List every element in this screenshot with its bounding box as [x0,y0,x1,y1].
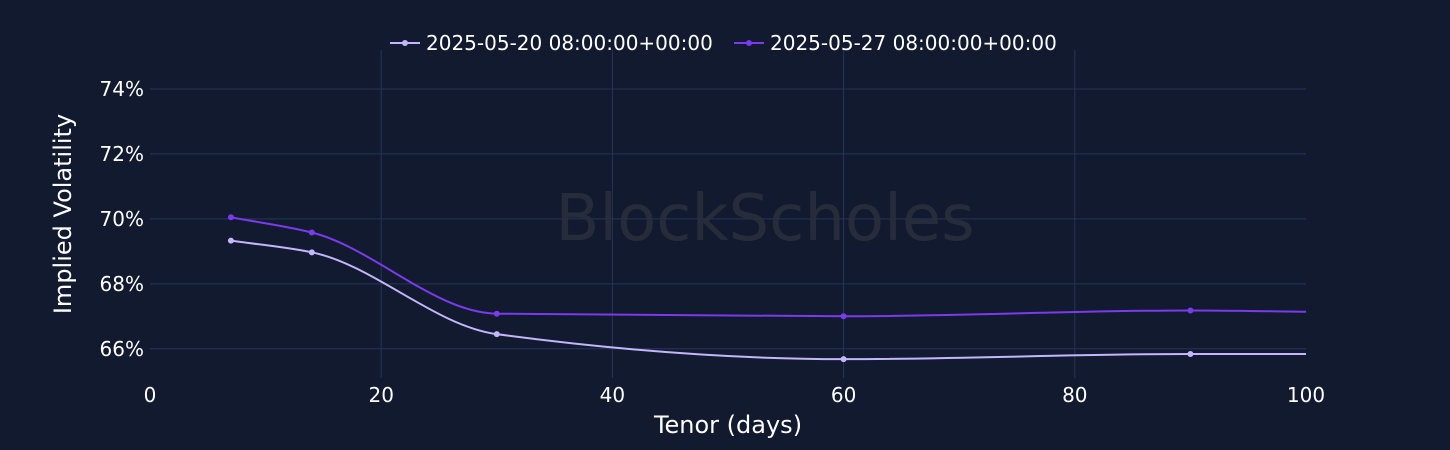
legend[interactable]: 2025-05-20 08:00:00+00:00 2025-05-27 08:0… [390,31,1057,55]
series-2 [227,214,1307,320]
x-tick-label: 0 [144,383,157,407]
x-tick-label: 100 [1287,383,1325,407]
y-tick-label: 70% [100,207,144,231]
y-tick-label: 66% [100,337,144,361]
data-point[interactable] [1187,307,1194,314]
data-point[interactable] [308,229,315,236]
data-point[interactable] [308,249,315,256]
x-axis-title: Tenor (days) [653,411,802,439]
legend-label: 2025-05-27 08:00:00+00:00 [770,31,1057,55]
legend-marker [402,40,408,46]
watermark: BlockScholes [555,182,974,256]
legend-label: 2025-05-20 08:00:00+00:00 [426,31,713,55]
x-tick-label: 20 [368,383,393,407]
data-point[interactable] [227,237,234,244]
y-axis-title: Implied Volatility [49,114,77,314]
y-tick-label: 74% [100,77,144,101]
x-tick-label: 40 [600,383,625,407]
x-tick-label: 80 [1062,383,1087,407]
series-layer [227,214,1307,363]
y-tick-label: 72% [100,142,144,166]
legend-item[interactable]: 2025-05-20 08:00:00+00:00 [390,31,713,55]
legend-marker [746,40,752,46]
y-tick-label: 68% [100,272,144,296]
data-point[interactable] [1187,350,1194,357]
data-point[interactable] [227,214,234,221]
data-point[interactable] [840,313,847,320]
legend-item[interactable]: 2025-05-27 08:00:00+00:00 [734,31,1057,55]
x-axis-ticks: 0 20 40 60 80 100 [144,383,1325,407]
x-tick-label: 60 [831,383,856,407]
data-point[interactable] [840,356,847,363]
data-point[interactable] [493,331,500,338]
data-point[interactable] [493,310,500,317]
grid [150,50,1306,378]
series-1 [227,237,1306,363]
y-axis-ticks: 66% 68% 70% 72% 74% [100,77,144,361]
